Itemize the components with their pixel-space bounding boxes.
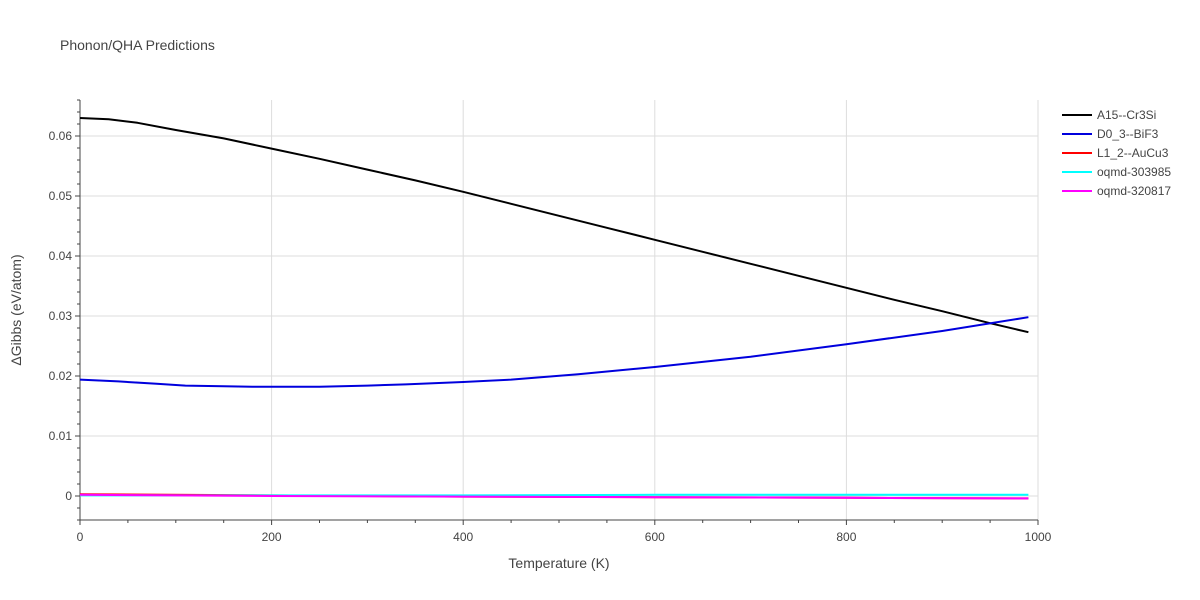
y-tick-label: 0.06 <box>49 129 73 143</box>
x-tick-label: 0 <box>77 530 84 544</box>
x-tick-label: 800 <box>836 530 856 544</box>
x-tick-label: 600 <box>645 530 665 544</box>
y-tick-label: 0.02 <box>49 369 73 383</box>
y-tick-label: 0.01 <box>49 429 73 443</box>
x-tick-label: 200 <box>262 530 282 544</box>
x-axis-title: Temperature (K) <box>508 555 609 571</box>
legend-item[interactable]: oqmd-320817 <box>1062 184 1171 198</box>
y-tick-label: 0 <box>65 489 72 503</box>
legend-label: D0_3--BiF3 <box>1097 127 1159 141</box>
legend[interactable]: A15--Cr3Si D0_3--BiF3 L1_2--AuCu3 oqmd-3039… <box>1062 108 1171 198</box>
legend-label: A15--Cr3Si <box>1097 108 1156 122</box>
legend-label: oqmd-303985 <box>1097 165 1171 179</box>
series-line-a15-cr3si[interactable] <box>79 117 1029 334</box>
legend-label: L1_2--AuCu3 <box>1097 146 1169 160</box>
x-tick-label: 1000 <box>1025 530 1052 544</box>
y-axis-title: ΔGibbs (eV/atom) <box>8 254 24 365</box>
grid-lines <box>80 100 1039 520</box>
legend-item[interactable]: oqmd-303985 <box>1062 165 1171 179</box>
legend-item[interactable]: D0_3--BiF3 <box>1062 127 1159 141</box>
series-line-d0-3-bif3[interactable] <box>79 316 1029 388</box>
series-line-oqmd-320817[interactable] <box>79 493 1029 500</box>
y-tick-label: 0.04 <box>49 249 73 263</box>
chart-title: Phonon/QHA Predictions <box>60 37 215 53</box>
legend-item[interactable]: A15--Cr3Si <box>1062 108 1156 122</box>
series-lines <box>79 117 1029 500</box>
axes: 0 200 400 600 800 1000 0 0.01 0.02 0.03 0.04 0.05 0.… <box>49 99 1052 544</box>
y-tick-label: 0.03 <box>49 309 73 323</box>
y-tick-label: 0.05 <box>49 189 73 203</box>
legend-label: oqmd-320817 <box>1097 184 1171 198</box>
x-tick-label: 400 <box>453 530 473 544</box>
legend-item[interactable]: L1_2--AuCu3 <box>1062 146 1169 160</box>
